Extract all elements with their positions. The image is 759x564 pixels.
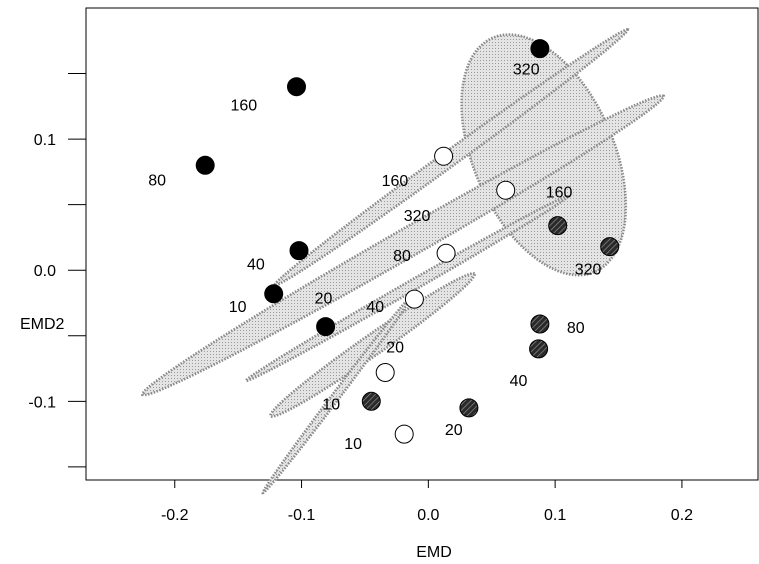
point-hatched-10: [361, 391, 381, 411]
point-label-hatched-10: 10: [322, 396, 340, 413]
x-tick-label: 0.0: [417, 507, 439, 524]
y-tick-label: 0.1: [34, 132, 56, 149]
point-hatched-40: [529, 339, 549, 359]
point-label-white-160: 160: [382, 173, 409, 190]
point-hatched-80: [530, 314, 550, 334]
x-tick-label: -0.1: [288, 507, 316, 524]
point-label-black-80: 80: [148, 172, 166, 189]
y-tick-label: 0.0: [34, 263, 56, 280]
point-black-80: [195, 155, 215, 175]
point-label-white-320: 320: [404, 208, 431, 225]
point-black-20: [316, 317, 336, 337]
x-tick-label: -0.2: [161, 507, 189, 524]
point-label-white-20: 20: [386, 340, 404, 357]
point-label-hatched-40: 40: [510, 373, 528, 390]
point-black-40: [289, 241, 309, 261]
point-white-320: [496, 180, 516, 200]
point-label-black-160: 160: [231, 98, 258, 115]
point-label-black-320: 320: [513, 62, 540, 79]
point-white-10: [394, 424, 414, 444]
axes-layer: -0.2 -0.1 0.0 0.1 0.2 -0.1 0.0 0.1: [28, 73, 693, 524]
point-hatched-160: [548, 216, 568, 236]
points-layer: 320 160 80 40 10 20 160 320 80 40 20 10 160 320 80 40 20…: [148, 39, 620, 453]
point-label-black-10: 10: [229, 299, 247, 316]
x-axis-title: EMD: [416, 544, 452, 561]
point-white-160: [434, 146, 454, 166]
y-axis-title: EMD2: [20, 316, 65, 333]
x-tick-label: 0.2: [671, 507, 693, 524]
x-tick-label: 0.1: [544, 507, 566, 524]
point-label-white-80: 80: [393, 248, 411, 265]
point-hatched-320: [600, 237, 620, 257]
point-label-hatched-20: 20: [445, 422, 463, 439]
point-white-80: [436, 243, 456, 263]
ellipse-10: [261, 294, 413, 495]
y-tick-label: -0.1: [28, 394, 56, 411]
point-white-20: [375, 363, 395, 382]
point-label-white-40: 40: [366, 299, 384, 316]
point-label-hatched-80: 80: [567, 320, 585, 337]
point-label-white-10: 10: [344, 436, 362, 453]
point-white-40: [404, 289, 424, 309]
point-black-10: [264, 284, 284, 304]
point-label-black-20: 20: [315, 291, 333, 308]
point-label-hatched-160: 160: [546, 185, 573, 202]
point-black-160: [287, 77, 306, 97]
point-hatched-20: [459, 398, 479, 418]
ellipse-80: [140, 94, 666, 397]
point-black-320: [530, 39, 550, 59]
point-label-hatched-320: 320: [575, 262, 602, 279]
point-label-black-40: 40: [247, 257, 265, 274]
